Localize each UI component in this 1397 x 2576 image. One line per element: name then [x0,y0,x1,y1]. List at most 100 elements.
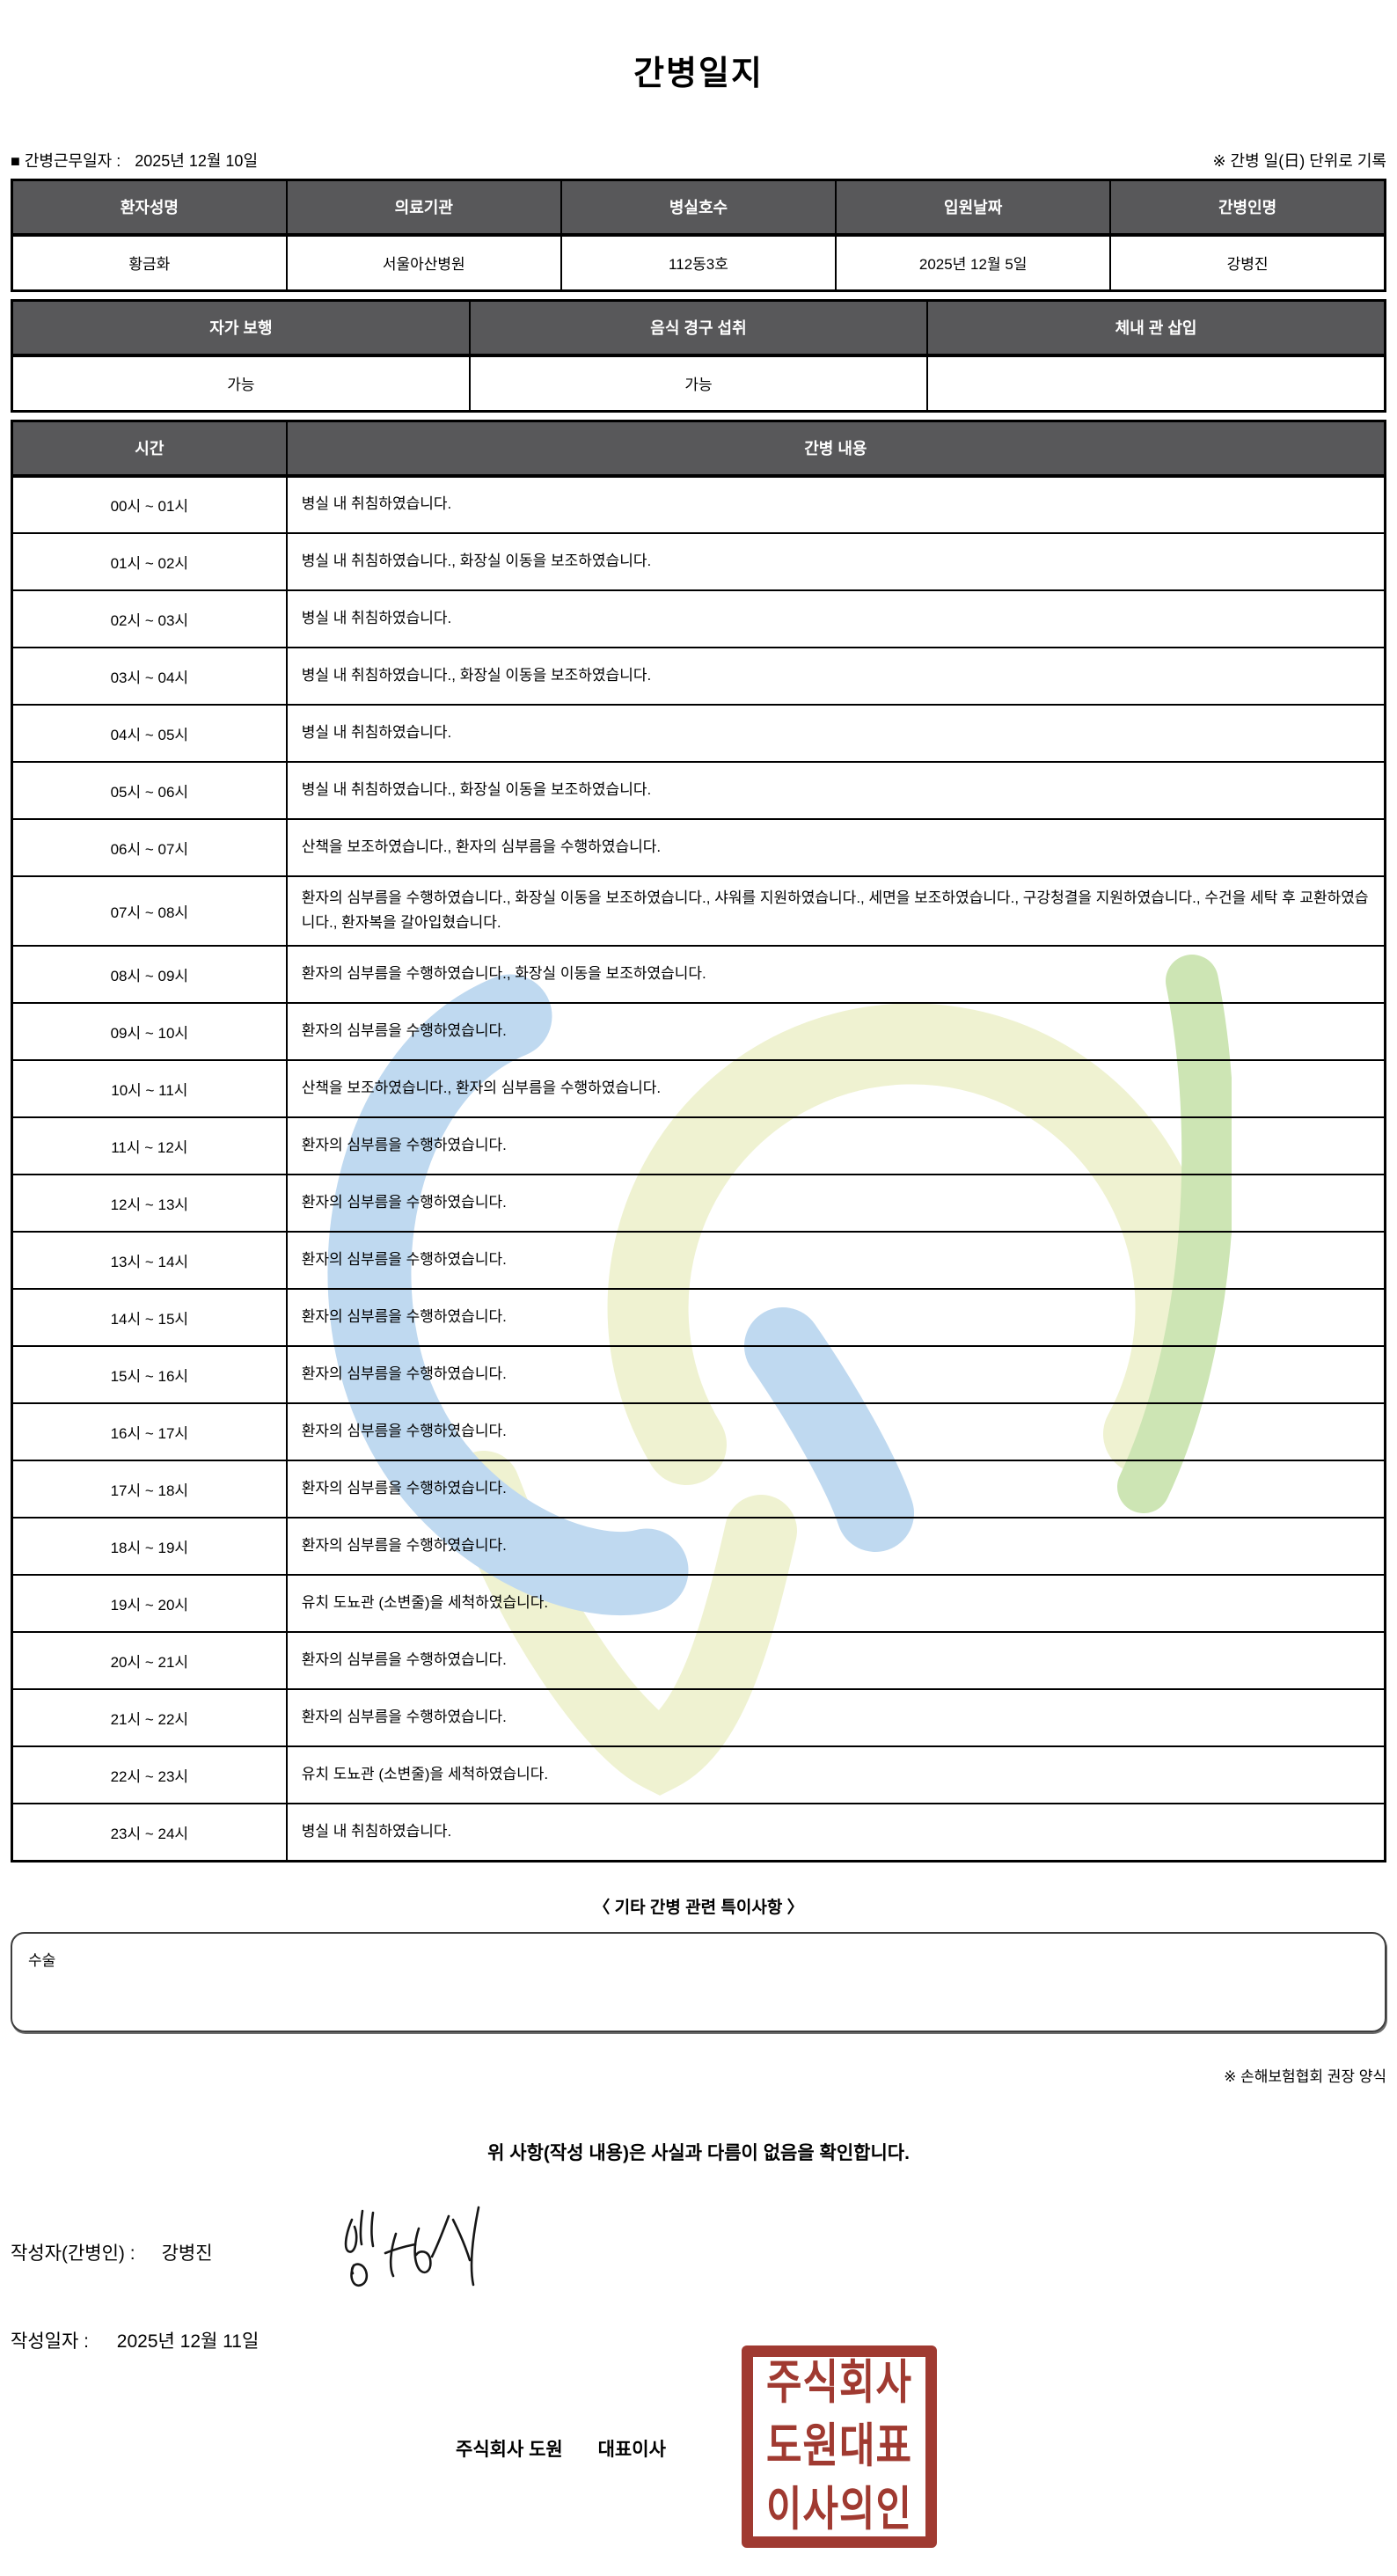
log-time-cell: 16시 ~ 17시 [11,1402,288,1462]
log-time-cell: 04시 ~ 05시 [11,703,288,763]
log-time-cell: 19시 ~ 20시 [11,1574,288,1634]
care-content-header: 간병 내용 [285,420,1386,478]
log-time-cell: 10시 ~ 11시 [11,1059,288,1119]
hourly-care-log-table: 시간 간병 내용 00시 ~ 01시 병실 내 취침하였습니다. 01시 ~ 0… [11,420,1386,1862]
log-table-row: 13시 ~ 14시 환자의 심부름을 수행하였습니다. [11,1231,1386,1291]
written-date-label: 작성일자 : [11,2331,89,2352]
log-content-cell: 산책을 보조하였습니다., 환자의 심부름을 수행하였습니다. [285,1059,1386,1119]
caregiver-name-cell: 강병진 [1109,233,1386,292]
log-table-row: 05시 ~ 06시 병실 내 취침하였습니다., 화장실 이동을 보조하였습니다… [11,760,1386,820]
log-content-cell: 환자의 심부름을 수행하였습니다. [285,1631,1386,1691]
log-table-row: 03시 ~ 04시 병실 내 취침하였습니다., 화장실 이동을 보조하였습니다… [11,646,1386,706]
log-content-cell: 환자의 심부름을 수행하였습니다. [285,1688,1386,1748]
log-time-cell: 07시 ~ 08시 [11,875,288,948]
written-date-value: 2025년 12월 11일 [116,2331,260,2352]
seal-text-line: 이사의인 [766,2483,912,2536]
self-walking-header: 자가 보행 [11,299,471,357]
log-time-cell: 17시 ~ 18시 [11,1460,288,1519]
log-table-row: 10시 ~ 11시 산책을 보조하였습니다., 환자의 심부름을 수행하였습니다… [11,1059,1386,1119]
log-content-cell: 환자의 심부름을 수행하였습니다. [285,1517,1386,1577]
log-time-cell: 12시 ~ 13시 [11,1174,288,1233]
log-time-cell: 18시 ~ 19시 [11,1517,288,1577]
confirmation-statement: 위 사항(작성 내용)은 사실과 다름이 없음을 확인합니다. [487,2142,910,2163]
log-content-cell: 유치 도뇨관 (소변줄)을 세척하였습니다. [285,1745,1386,1805]
log-table-row: 00시 ~ 01시 병실 내 취침하였습니다. [11,474,1386,534]
log-table-row: 21시 ~ 22시 환자의 심부름을 수행하였습니다. [11,1688,1386,1748]
log-content-cell: 환자의 심부름을 수행하였습니다. [285,1460,1386,1519]
log-time-cell: 01시 ~ 02시 [11,531,288,591]
log-time-cell: 22시 ~ 23시 [11,1745,288,1805]
log-table-row: 06시 ~ 07시 산책을 보조하였습니다., 환자의 심부름을 수행하였습니다… [11,817,1386,877]
status-header-row: 자가 보행 음식 경구 섭취 체내 관 삽입 [11,299,1386,357]
log-time-cell: 14시 ~ 15시 [11,1288,288,1348]
log-header-row: 시간 간병 내용 [11,420,1386,478]
log-time-cell: 03시 ~ 04시 [11,646,288,706]
log-table-row: 07시 ~ 08시 환자의 심부름을 수행하였습니다., 화장실 이동을 보조하… [11,875,1386,948]
handwritten-signature [344,2206,480,2287]
log-table-body: 00시 ~ 01시 병실 내 취침하였습니다. 01시 ~ 02시 병실 내 취… [11,474,1386,1862]
company-representative-title: 대표이사 [597,2440,666,2460]
care-work-date-label: ■ 간병근무일자 : [11,152,121,170]
room-cell: 112동3호 [560,233,837,292]
log-table-row: 15시 ~ 16시 환자의 심부름을 수행하였습니다. [11,1345,1386,1405]
log-content-cell: 환자의 심부름을 수행하였습니다., 화장실 이동을 보조하였습니다. [285,945,1386,1005]
log-content-cell: 환자의 심부름을 수행하였습니다. [285,1288,1386,1348]
time-header: 시간 [11,420,288,478]
company-line: 주식회사 도원 대표이사 [456,2435,666,2462]
self-walking-cell: 가능 [11,354,471,413]
patient-info-table: 환자성명 의료기관 병실호수 입원날짜 간병인명 황금화 서울아산병원 112동… [11,179,1386,292]
log-content-cell: 환자의 심부름을 수행하였습니다. [285,1116,1386,1176]
hospital-header: 의료기관 [285,179,562,237]
log-time-cell: 00시 ~ 01시 [11,474,288,534]
patient-status-table: 자가 보행 음식 경구 섭취 체내 관 삽입 가능 가능 [11,299,1386,413]
log-time-cell: 08시 ~ 09시 [11,945,288,1005]
log-content-cell: 환자의 심부름을 수행하였습니다., 화장실 이동을 보조하였습니다., 샤워를… [285,875,1386,948]
corporate-seal: 주식회사 도원대표 이사의인 [742,2345,937,2548]
log-content-cell: 환자의 심부름을 수행하였습니다. [285,1345,1386,1405]
log-time-cell: 09시 ~ 10시 [11,1002,288,1062]
log-content-cell: 환자의 심부름을 수행하였습니다. [285,1402,1386,1462]
patient-name-header: 환자성명 [11,179,288,237]
log-table-row: 17시 ~ 18시 환자의 심부름을 수행하였습니다. [11,1460,1386,1519]
tube-insertion-header: 체내 관 삽입 [926,299,1386,357]
log-content-cell: 병실 내 취침하였습니다. [285,703,1386,763]
log-time-cell: 11시 ~ 12시 [11,1116,288,1176]
log-table-row: 20시 ~ 21시 환자의 심부름을 수행하였습니다. [11,1631,1386,1691]
log-time-cell: 02시 ~ 03시 [11,589,288,648]
log-table-row: 12시 ~ 13시 환자의 심부름을 수행하였습니다. [11,1174,1386,1233]
log-content-cell: 병실 내 취침하였습니다., 화장실 이동을 보조하였습니다. [285,646,1386,706]
log-table-row: 16시 ~ 17시 환자의 심부름을 수행하였습니다. [11,1402,1386,1462]
form-recommendation-note: ※ 손해보험협회 권장 양식 [1224,2067,1386,2085]
seal-text-line: 주식회사 [766,2356,912,2410]
tube-insertion-cell [926,354,1386,413]
log-table-row: 22시 ~ 23시 유치 도뇨관 (소변줄)을 세척하였습니다. [11,1745,1386,1805]
room-header: 병실호수 [560,179,837,237]
company-name: 주식회사 도원 [456,2440,563,2460]
log-time-cell: 13시 ~ 14시 [11,1231,288,1291]
meta-row: ■ 간병근무일자 : 2025년 12월 10일 ※ 간병 일(日) 단위로 기록 [11,149,1386,172]
log-table-row: 14시 ~ 15시 환자의 심부름을 수행하였습니다. [11,1288,1386,1348]
caregiver-name-header: 간병인명 [1109,179,1386,237]
patient-value-row: 황금화 서울아산병원 112동3호 2025년 12월 5일 강병진 [11,233,1386,292]
writer-name: 강병진 [161,2243,213,2264]
log-table-row: 01시 ~ 02시 병실 내 취침하였습니다., 화장실 이동을 보조하였습니다… [11,531,1386,591]
care-work-date-value: 2025년 12월 10일 [135,152,259,170]
admission-date-cell: 2025년 12월 5일 [835,233,1112,292]
oral-intake-cell: 가능 [468,354,929,413]
patient-name-cell: 황금화 [11,233,288,292]
log-table-row: 09시 ~ 10시 환자의 심부름을 수행하였습니다. [11,1002,1386,1062]
log-content-cell: 병실 내 취침하였습니다. [285,1803,1386,1862]
log-content-cell: 병실 내 취침하였습니다. [285,474,1386,534]
log-time-cell: 05시 ~ 06시 [11,760,288,820]
oral-intake-header: 음식 경구 섭취 [468,299,929,357]
log-time-cell: 21시 ~ 22시 [11,1688,288,1748]
log-time-cell: 06시 ~ 07시 [11,817,288,877]
hospital-cell: 서울아산병원 [285,233,562,292]
log-content-cell: 병실 내 취침하였습니다. [285,589,1386,648]
log-time-cell: 23시 ~ 24시 [11,1803,288,1862]
page-title: 간병일지 [633,55,764,92]
log-content-cell: 환자의 심부름을 수행하였습니다. [285,1231,1386,1291]
log-time-cell: 15시 ~ 16시 [11,1345,288,1405]
log-content-cell: 유치 도뇨관 (소변줄)을 세척하였습니다. [285,1574,1386,1634]
